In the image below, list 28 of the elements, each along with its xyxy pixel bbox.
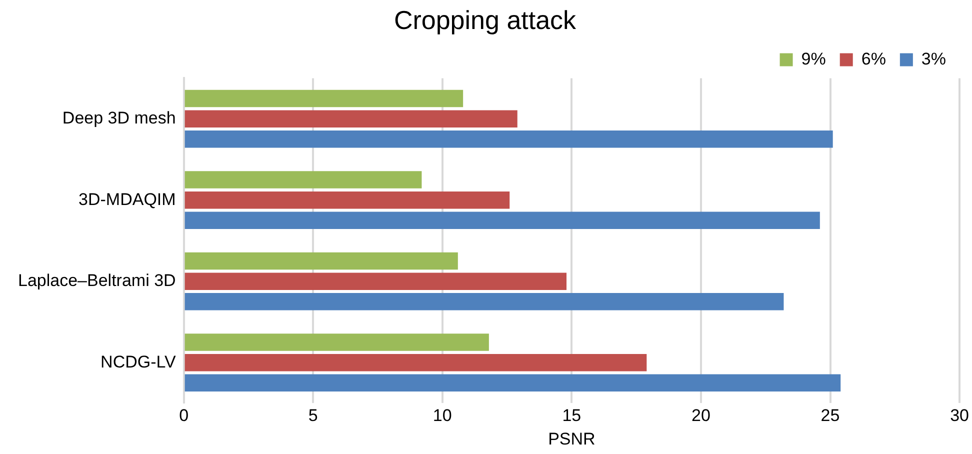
y-tick-label: 3D-MDAQIM (78, 190, 176, 209)
legend-label: 6% (861, 49, 886, 68)
bar (184, 90, 464, 108)
bar (184, 130, 833, 148)
bar (184, 354, 647, 372)
bar (184, 212, 820, 230)
x-tick-label: 20 (692, 406, 710, 426)
y-tick-label: NCDG-LV (100, 352, 176, 372)
x-axis-title: PSNR (548, 429, 596, 448)
bar (184, 374, 841, 392)
chart-title: Cropping attack (394, 4, 578, 35)
x-tick-label: 25 (820, 406, 840, 426)
bar (184, 110, 518, 128)
y-tick-label: Laplace–Beltrami 3D (18, 271, 176, 290)
x-tick-label: 15 (562, 406, 582, 426)
x-tick-label: 0 (179, 406, 189, 426)
legend-label: 9% (801, 49, 826, 68)
bar (184, 334, 489, 351)
bar (184, 293, 784, 310)
bar (184, 191, 510, 209)
x-tick-label: 30 (950, 406, 970, 426)
legend-label: 3% (921, 49, 946, 68)
bar (184, 252, 458, 270)
y-tick-label: Deep 3D mesh (62, 108, 176, 128)
bar (184, 171, 422, 188)
x-tick-label: 5 (308, 406, 318, 426)
x-tick-label: 10 (432, 406, 452, 426)
bar (184, 272, 567, 290)
